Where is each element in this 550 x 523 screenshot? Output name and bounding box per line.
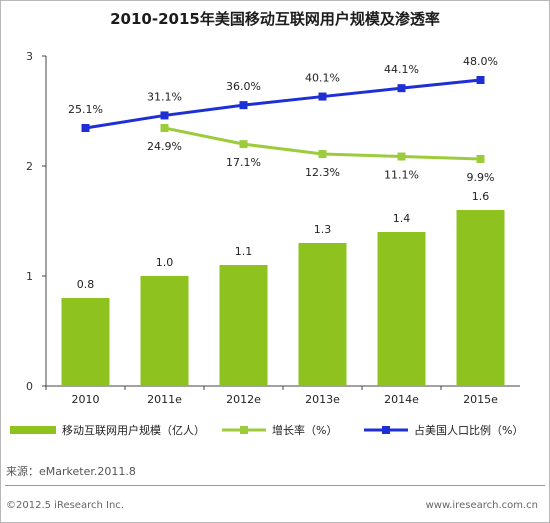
bar-data-label: 1.1 (235, 245, 253, 258)
population-ratio-marker (397, 84, 406, 93)
growth-rate-label: 24.9% (147, 140, 182, 153)
y-tick-label: 2 (26, 160, 33, 173)
source-note: 来源：eMarketer.2011.8 (6, 465, 136, 478)
population-ratio-line (85, 78, 481, 130)
website: www.iresearch.com.cn (425, 500, 538, 511)
growth-rate-marker (239, 140, 248, 149)
copyright: ©2012.5 iResearch Inc. (6, 500, 124, 511)
growth-rate-label: 17.1% (226, 156, 261, 169)
x-tick-label: 2013e (305, 393, 340, 406)
y-tick-label: 1 (26, 270, 33, 283)
population-ratio-label: 44.1% (384, 63, 419, 76)
x-tick-label: 2012e (226, 393, 261, 406)
bar (219, 265, 268, 386)
y-tick-label: 0 (26, 380, 33, 393)
legend-label: 移动互联网用户规模（亿人） (62, 423, 205, 437)
x-tick-label: 2015e (463, 393, 498, 406)
bar (456, 210, 505, 386)
bar-data-label: 1.3 (314, 223, 332, 236)
bar-data-label: 0.8 (77, 278, 95, 291)
population-ratio-marker (160, 111, 169, 120)
footer-divider (5, 485, 545, 486)
y-tick-label: 3 (26, 50, 33, 63)
population-ratio-label: 31.1% (147, 90, 182, 103)
legend-swatch-bar (10, 426, 56, 434)
legend-swatch-marker (382, 426, 390, 434)
legend-swatch-marker (240, 426, 248, 434)
bar (298, 243, 347, 386)
population-ratio-label: 48.0% (463, 55, 498, 68)
growth-rate-label: 9.9% (467, 171, 495, 184)
chart-svg: 0 1 2 3 2010 2011e 2012e 2013e 2014e 2015e 0.8 1.0 1… (10, 50, 523, 437)
population-ratio-label: 25.1% (68, 103, 103, 116)
bar (61, 298, 110, 386)
x-tick-label: 2010 (72, 393, 100, 406)
bar-data-label: 1.4 (393, 212, 411, 225)
legend-label: 占美国人口比例（%） (414, 423, 523, 437)
growth-rate-label: 12.3% (305, 166, 340, 179)
population-ratio-marker (318, 92, 327, 101)
bar-data-label: 1.6 (472, 190, 490, 203)
bar (140, 276, 189, 386)
bar-data-label: 1.0 (156, 256, 174, 269)
growth-rate-label: 11.1% (384, 169, 419, 182)
x-tick-label: 2014e (384, 393, 419, 406)
bar (377, 232, 426, 386)
population-ratio-marker (239, 101, 248, 110)
growth-rate-marker (397, 152, 406, 161)
x-tick-label: 2011e (147, 393, 182, 406)
population-ratio-label: 36.0% (226, 80, 261, 93)
population-ratio-marker (476, 76, 485, 84)
growth-rate-marker (160, 124, 169, 132)
growth-rate-marker (476, 155, 485, 163)
legend-label: 增长率（%） (272, 423, 337, 437)
population-ratio-marker (81, 124, 90, 132)
population-ratio-label: 40.1% (305, 72, 340, 85)
growth-rate-marker (318, 150, 327, 159)
chart-title: 2010-2015年美国移动互联网用户规模及渗透率 (110, 10, 440, 28)
